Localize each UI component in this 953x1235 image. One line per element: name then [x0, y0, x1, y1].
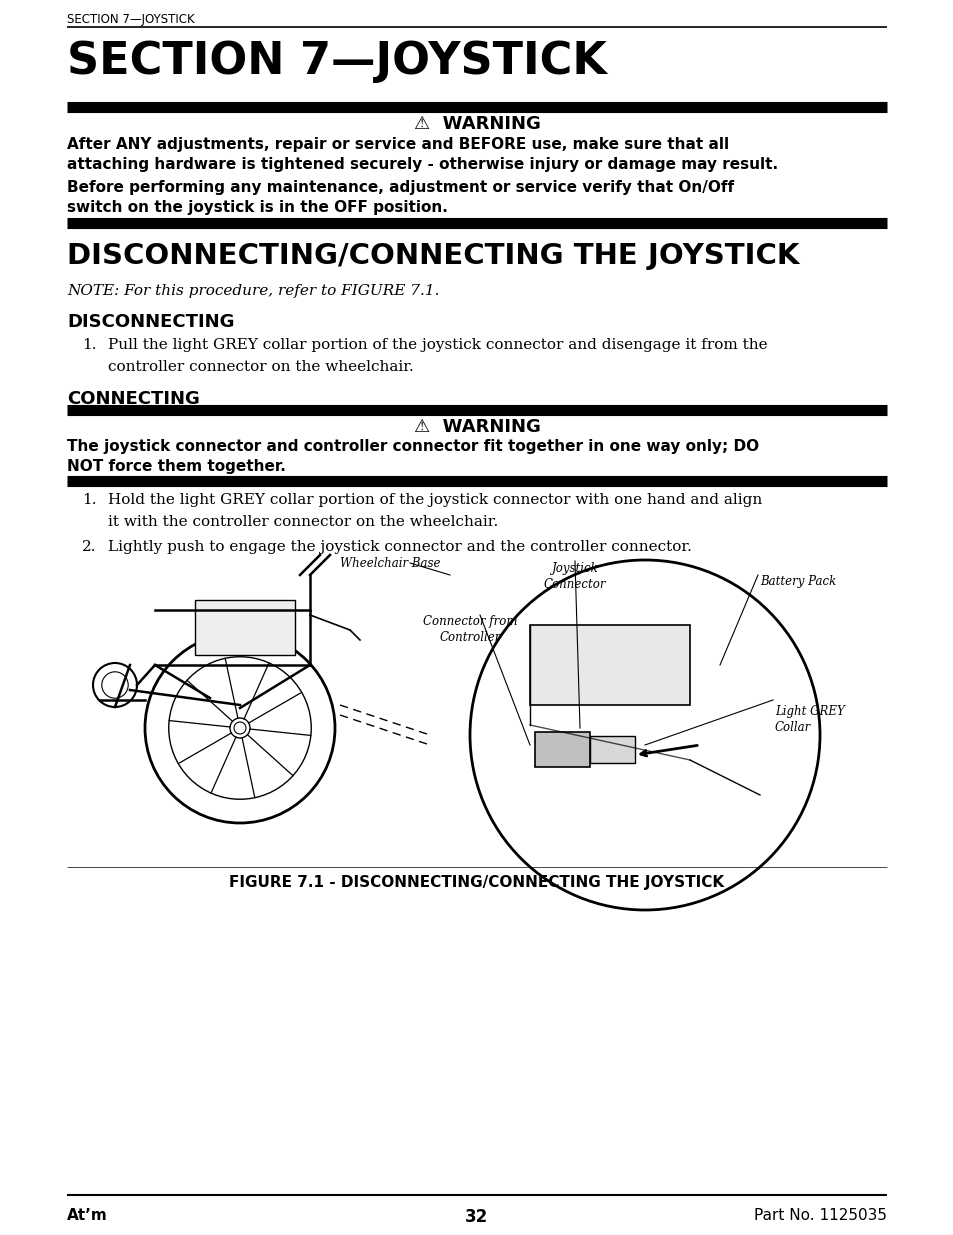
- Text: DISCONNECTING: DISCONNECTING: [67, 312, 234, 331]
- Text: Lightly push to engage the joystick connector and the controller connector.: Lightly push to engage the joystick conn…: [108, 540, 691, 555]
- Text: Before performing any maintenance, adjustment or service verify that On/Off
swit: Before performing any maintenance, adjus…: [67, 180, 734, 215]
- Text: it with the controller connector on the wheelchair.: it with the controller connector on the …: [108, 515, 497, 529]
- FancyBboxPatch shape: [589, 736, 635, 763]
- Text: controller connector on the wheelchair.: controller connector on the wheelchair.: [108, 359, 414, 374]
- Text: DISCONNECTING/CONNECTING THE JOYSTICK: DISCONNECTING/CONNECTING THE JOYSTICK: [67, 242, 799, 270]
- Text: SECTION 7—JOYSTICK: SECTION 7—JOYSTICK: [67, 40, 606, 83]
- Text: 2.: 2.: [82, 540, 96, 555]
- Circle shape: [233, 722, 246, 734]
- Text: 32: 32: [465, 1208, 488, 1226]
- FancyBboxPatch shape: [530, 625, 689, 705]
- Text: Part No. 1125035: Part No. 1125035: [753, 1208, 886, 1223]
- Text: At’m: At’m: [67, 1208, 108, 1223]
- Text: CONNECTING: CONNECTING: [67, 390, 200, 408]
- Text: Wheelchair Base: Wheelchair Base: [339, 557, 440, 571]
- Text: The joystick connector and controller connector fit together in one way only; DO: The joystick connector and controller co…: [67, 438, 759, 474]
- Text: 1.: 1.: [82, 493, 96, 508]
- Text: ⚠  WARNING: ⚠ WARNING: [414, 417, 539, 436]
- Text: NOTE: For this procedure, refer to FIGURE 7.1.: NOTE: For this procedure, refer to FIGUR…: [67, 284, 439, 298]
- Text: Battery Pack: Battery Pack: [760, 576, 836, 588]
- Text: 1.: 1.: [82, 338, 96, 352]
- Text: ⚠  WARNING: ⚠ WARNING: [414, 115, 539, 133]
- Text: After ANY adjustments, repair or service and BEFORE use, make sure that all
atta: After ANY adjustments, repair or service…: [67, 137, 778, 173]
- Text: Connector from
Controller: Connector from Controller: [422, 615, 517, 643]
- Text: Hold the light GREY collar portion of the joystick connector with one hand and a: Hold the light GREY collar portion of th…: [108, 493, 761, 508]
- Text: FIGURE 7.1 - DISCONNECTING/CONNECTING THE JOYSTICK: FIGURE 7.1 - DISCONNECTING/CONNECTING TH…: [230, 876, 723, 890]
- Text: Light GREY
Collar: Light GREY Collar: [774, 705, 843, 734]
- Text: Joystick
Connector: Joystick Connector: [543, 562, 605, 592]
- Text: Pull the light GREY collar portion of the joystick connector and disengage it fr: Pull the light GREY collar portion of th…: [108, 338, 767, 352]
- Text: SECTION 7—JOYSTICK: SECTION 7—JOYSTICK: [67, 14, 194, 26]
- FancyBboxPatch shape: [194, 600, 294, 655]
- FancyBboxPatch shape: [535, 732, 589, 767]
